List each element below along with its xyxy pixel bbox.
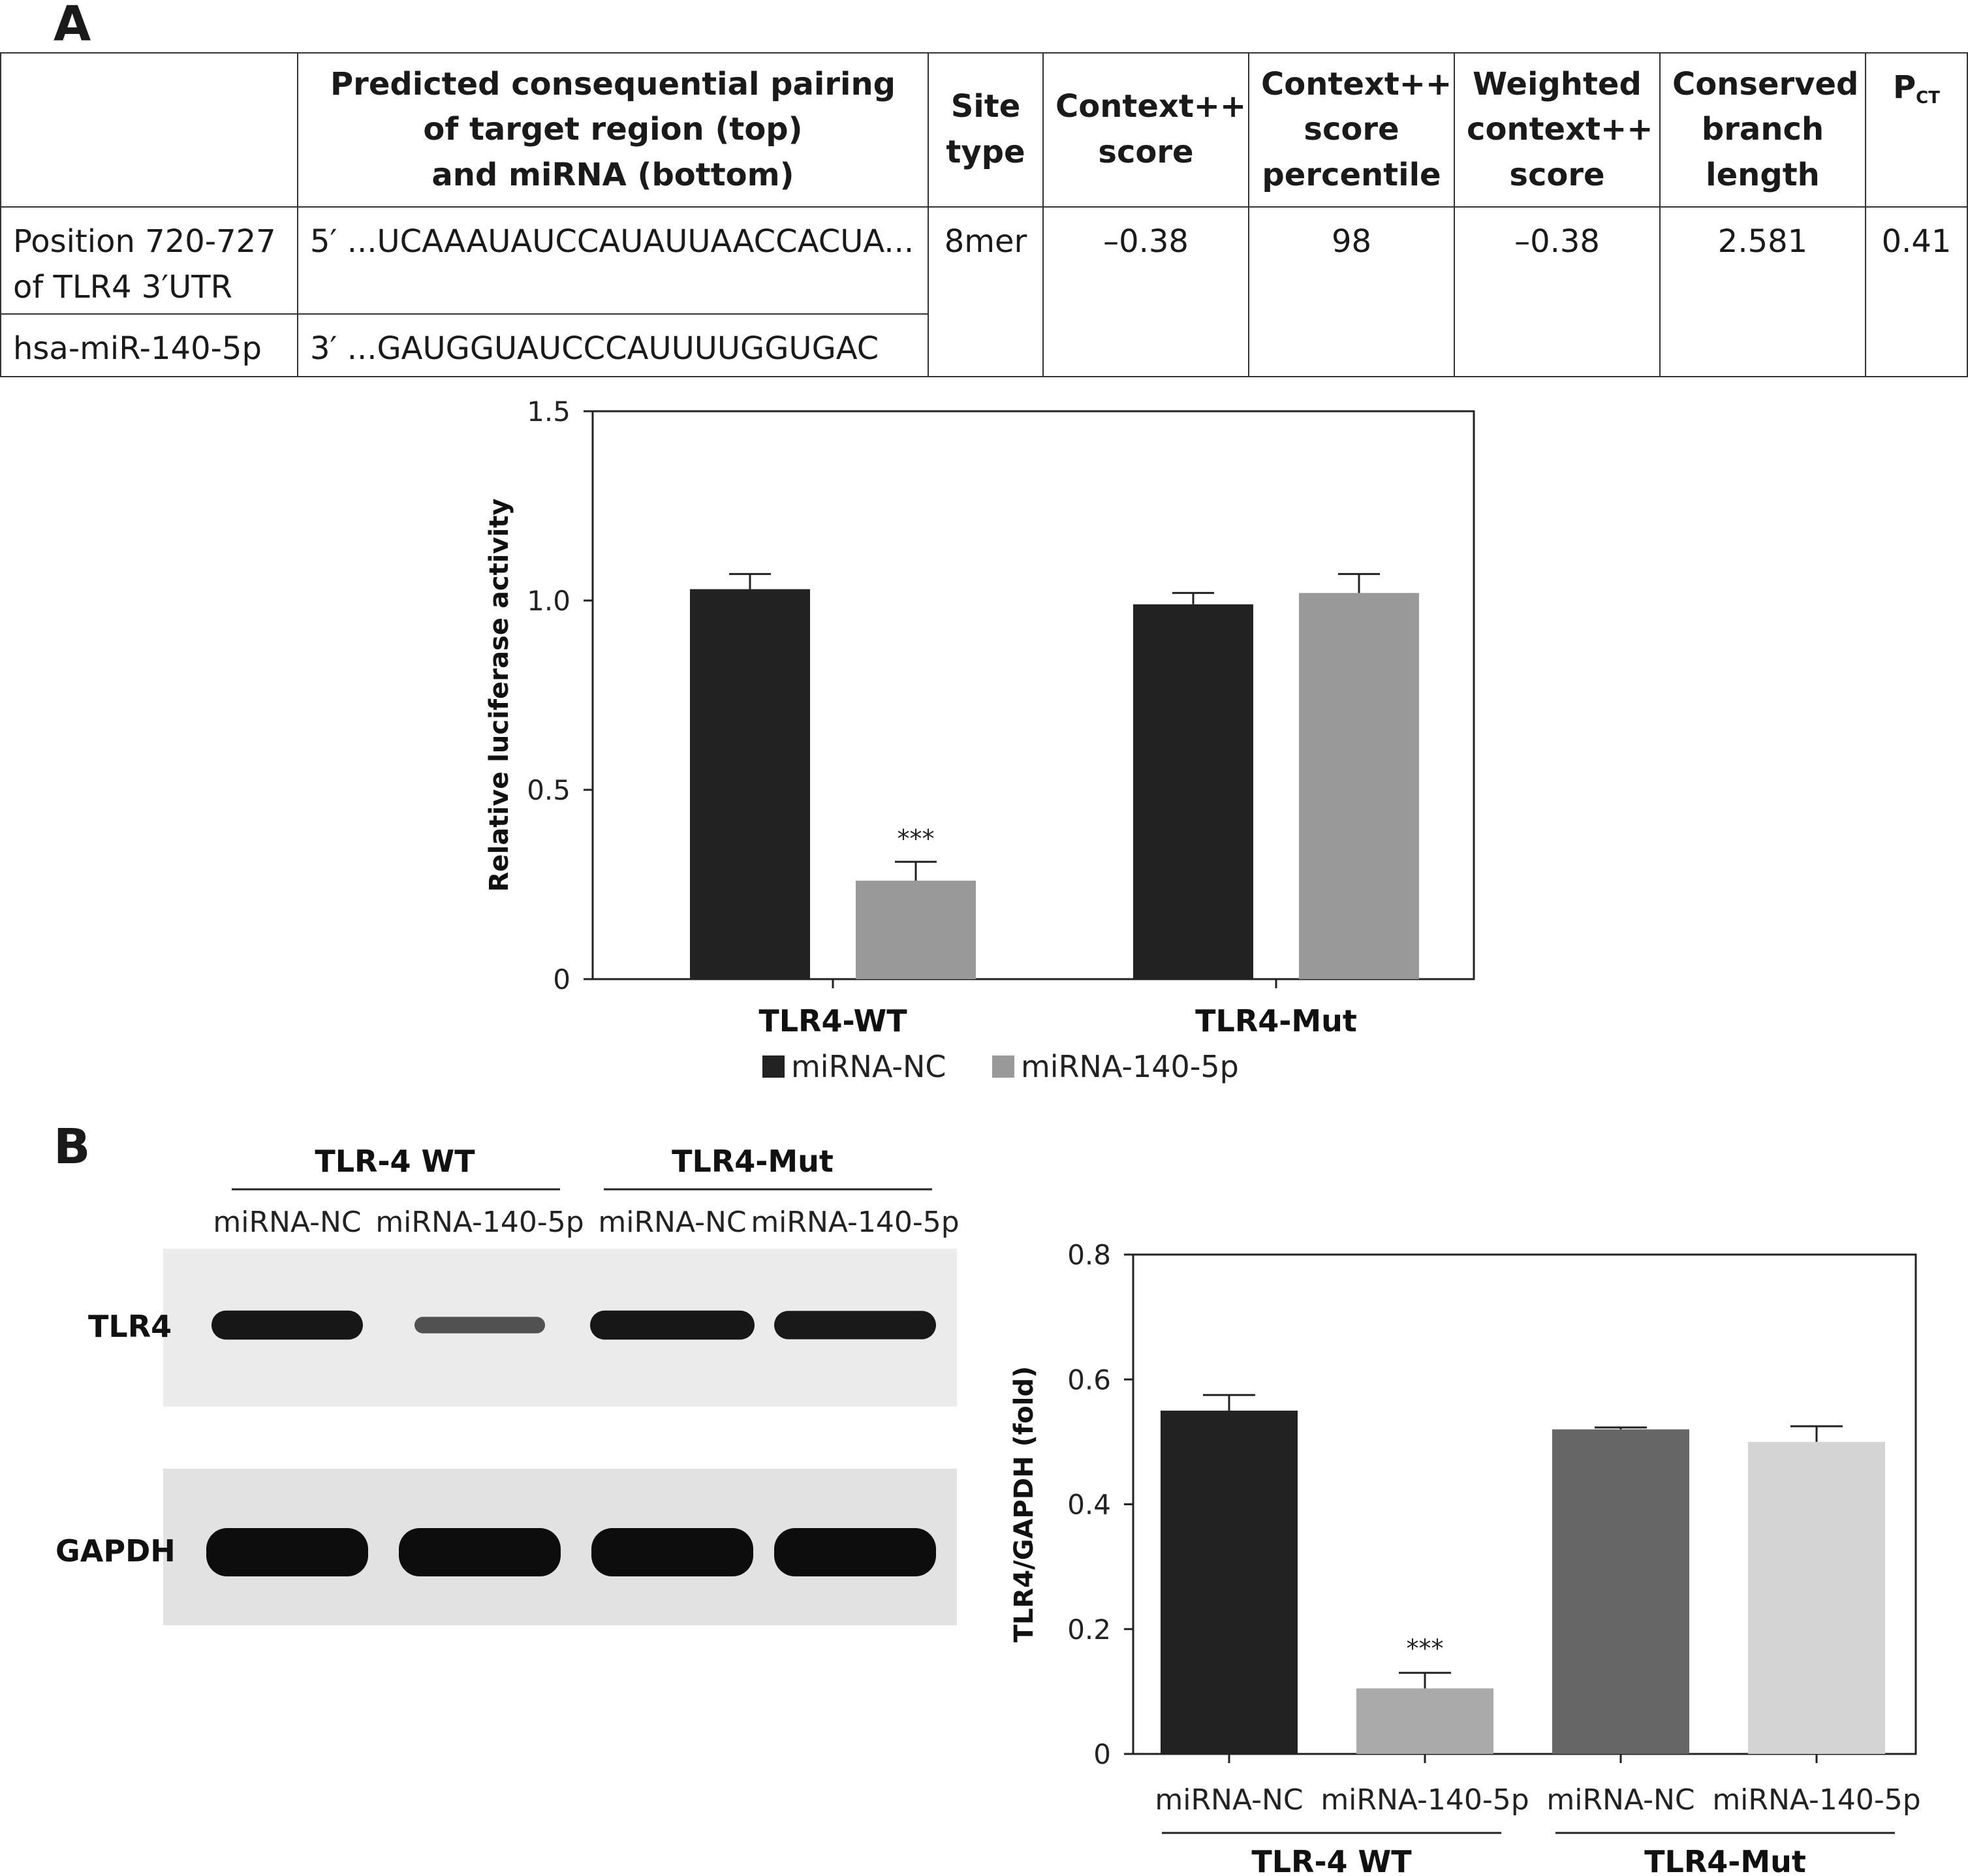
y-tick-label: 0.4 <box>1067 1489 1111 1521</box>
header-context-score: Context++ score <box>1042 52 1249 208</box>
bar <box>1299 593 1419 979</box>
site-type-value: 8mer <box>928 206 1044 377</box>
x-category-label: miRNA-NC <box>1546 1783 1695 1817</box>
bar <box>1161 1411 1298 1754</box>
blot-row-label: GAPDH <box>55 1533 176 1569</box>
blot-lane-label: miRNA-NC <box>213 1206 361 1239</box>
y-tick-label: 1.5 <box>527 396 570 428</box>
gapdh-band <box>774 1528 936 1576</box>
significance-marker: *** <box>1407 1634 1444 1663</box>
header-context-percentile: Context++ score percentile <box>1248 52 1455 208</box>
row1-sequence: 5′ ...UCAAAUAUCCAUAUUAACCACUA... <box>297 206 929 315</box>
y-tick-label: 0.5 <box>527 774 570 806</box>
branch-length-value: 2.581 <box>1659 206 1866 377</box>
tlr4-band <box>414 1317 545 1334</box>
bar <box>690 589 810 979</box>
row1-label: Position 720-727 of TLR4 3′UTR <box>0 206 298 315</box>
x-category-label: miRNA-NC <box>1155 1783 1303 1817</box>
y-tick-label: 0.2 <box>1067 1614 1111 1646</box>
header-weighted-score: Weighted context++ score <box>1454 52 1661 208</box>
blot-lane-label: miRNA-NC <box>598 1206 746 1239</box>
tlr4-band <box>211 1310 363 1340</box>
header-branch-length: Conserved branch length <box>1659 52 1866 208</box>
y-tick-label: 0 <box>553 963 570 995</box>
legend-swatch <box>762 1055 785 1078</box>
gapdh-band <box>399 1528 561 1576</box>
blot-lane-label: miRNA-140-5p <box>375 1206 584 1239</box>
header-empty <box>0 52 298 208</box>
y-tick-label: 0 <box>1093 1738 1111 1770</box>
bar <box>1356 1688 1493 1754</box>
panel-b-label: B <box>54 1119 91 1175</box>
header-site-type: Site type <box>928 52 1044 208</box>
tlr4-band <box>590 1310 755 1340</box>
x-category-label: TLR4-Mut <box>1195 1003 1357 1039</box>
legend-label: miRNA-NC <box>791 1049 946 1084</box>
significance-marker: *** <box>898 824 935 853</box>
gapdh-band <box>591 1528 753 1576</box>
x-category-label: miRNA-140-5p <box>1320 1783 1529 1817</box>
pct-value: 0.41 <box>1865 206 1968 377</box>
y-axis-label: Relative luciferase activity <box>484 499 514 892</box>
target-prediction-table: Predicted consequential pairing of targe… <box>0 52 1968 377</box>
bar <box>1748 1441 1885 1754</box>
y-axis-label: TLR4/GAPDH (fold) <box>1009 1366 1039 1643</box>
panel-a-label: A <box>54 0 91 52</box>
x-category-label: miRNA-140-5p <box>1712 1783 1920 1817</box>
context-percentile-value: 98 <box>1248 206 1455 377</box>
x-group-label: TLR4-Mut <box>1644 1844 1806 1876</box>
y-tick-label: 0.8 <box>1067 1239 1111 1271</box>
blot-lane-label: miRNA-140-5p <box>751 1206 959 1239</box>
legend-swatch <box>992 1055 1014 1078</box>
blot-row-label: TLR4 <box>88 1309 172 1344</box>
weighted-score-value: –0.38 <box>1454 206 1661 377</box>
context-score-value: –0.38 <box>1042 206 1249 377</box>
bar <box>1552 1429 1689 1754</box>
header-pct: PCT <box>1865 52 1968 208</box>
tlr4-band <box>774 1311 936 1339</box>
y-tick-label: 0.6 <box>1067 1364 1111 1396</box>
row2-label: hsa-miR-140-5p <box>0 313 298 377</box>
plot-frame-luciferase <box>591 410 1475 980</box>
bar <box>1133 604 1253 979</box>
y-tick-label: 1.0 <box>527 585 570 617</box>
gapdh-band <box>206 1528 368 1576</box>
x-group-label: TLR-4 WT <box>1251 1844 1412 1876</box>
x-category-label: TLR4-WT <box>758 1003 907 1039</box>
row2-sequence: 3′ ...GAUGGUAUCCCAUUUUGGUGAC <box>297 313 929 377</box>
header-pairing: Predicted consequential pairing of targe… <box>297 52 929 208</box>
blot-group-label: TLR-4 WT <box>315 1144 475 1179</box>
legend-label: miRNA-140-5p <box>1021 1049 1239 1084</box>
bar <box>856 881 976 979</box>
blot-group-label: TLR4-Mut <box>672 1144 834 1179</box>
